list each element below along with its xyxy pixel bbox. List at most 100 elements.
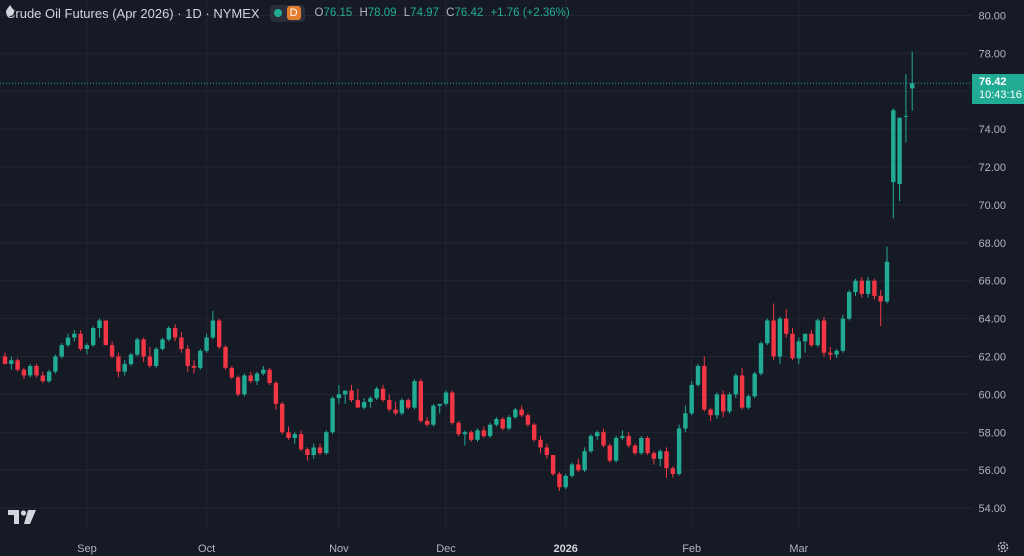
candle[interactable]: [891, 108, 896, 219]
candle[interactable]: [261, 365, 266, 376]
candle[interactable]: [702, 356, 707, 412]
candle[interactable]: [147, 347, 153, 368]
candle[interactable]: [2, 352, 8, 365]
candle[interactable]: [298, 430, 304, 452]
candle[interactable]: [721, 390, 726, 418]
candle[interactable]: [658, 449, 663, 467]
candle[interactable]: [576, 458, 581, 473]
candle[interactable]: [46, 369, 52, 384]
candle[interactable]: [349, 384, 354, 402]
candle[interactable]: [802, 333, 808, 353]
candle[interactable]: [324, 430, 329, 456]
candle[interactable]: [204, 333, 209, 353]
candle[interactable]: [223, 345, 228, 370]
candle[interactable]: [809, 329, 814, 348]
candle[interactable]: [840, 314, 846, 353]
candle[interactable]: [72, 329, 77, 342]
candle[interactable]: [487, 422, 493, 438]
candle[interactable]: [910, 51, 915, 111]
candle[interactable]: [317, 443, 323, 456]
candle[interactable]: [853, 278, 858, 296]
candle[interactable]: [103, 320, 108, 346]
candle[interactable]: [500, 417, 505, 431]
candle[interactable]: [242, 373, 247, 397]
candle[interactable]: [418, 379, 423, 423]
candle[interactable]: [424, 417, 430, 427]
candle[interactable]: [739, 367, 745, 410]
candle[interactable]: [746, 394, 751, 410]
candle[interactable]: [53, 354, 58, 374]
candle[interactable]: [191, 360, 197, 374]
candle[interactable]: [21, 367, 27, 380]
candle[interactable]: [34, 364, 39, 378]
candle[interactable]: [109, 341, 115, 359]
candle[interactable]: [59, 343, 64, 359]
candle[interactable]: [897, 117, 902, 202]
candle[interactable]: [821, 316, 827, 357]
candle[interactable]: [122, 360, 127, 376]
candle[interactable]: [154, 347, 159, 368]
candle[interactable]: [513, 407, 518, 420]
candle[interactable]: [235, 375, 241, 397]
candle[interactable]: [311, 443, 316, 459]
candle[interactable]: [765, 318, 770, 346]
candle[interactable]: [292, 432, 297, 444]
candle[interactable]: [884, 246, 890, 304]
candle[interactable]: [532, 422, 537, 442]
candle[interactable]: [872, 278, 877, 300]
candle[interactable]: [689, 381, 694, 416]
candle[interactable]: [273, 381, 279, 410]
candle[interactable]: [135, 337, 140, 357]
candle[interactable]: [714, 392, 720, 420]
candle[interactable]: [538, 436, 543, 454]
candle[interactable]: [179, 331, 184, 353]
candle[interactable]: [865, 276, 871, 298]
candle[interactable]: [65, 333, 71, 348]
candle[interactable]: [343, 390, 348, 404]
candle[interactable]: [670, 466, 675, 478]
candle[interactable]: [664, 447, 669, 478]
candle[interactable]: [607, 443, 612, 463]
candle[interactable]: [544, 443, 549, 459]
candle[interactable]: [443, 390, 449, 406]
candle[interactable]: [305, 447, 310, 461]
candle[interactable]: [229, 365, 234, 380]
candle[interactable]: [727, 392, 732, 414]
candle[interactable]: [387, 394, 392, 412]
candle[interactable]: [626, 432, 631, 448]
candle[interactable]: [557, 472, 562, 492]
candle[interactable]: [9, 356, 14, 370]
candle[interactable]: [141, 337, 146, 363]
candle[interactable]: [758, 341, 764, 376]
candle[interactable]: [475, 428, 480, 442]
candle[interactable]: [525, 413, 531, 427]
candle[interactable]: [97, 318, 102, 338]
candle[interactable]: [752, 371, 757, 399]
candle[interactable]: [859, 276, 864, 298]
candle[interactable]: [336, 384, 342, 404]
candle[interactable]: [683, 405, 688, 433]
candle[interactable]: [166, 326, 171, 342]
candle[interactable]: [456, 420, 461, 437]
candle[interactable]: [380, 384, 386, 402]
candle[interactable]: [361, 398, 367, 410]
candle[interactable]: [494, 417, 499, 427]
candle[interactable]: [406, 398, 411, 410]
candle[interactable]: [116, 352, 121, 378]
candle[interactable]: [330, 396, 335, 435]
candle[interactable]: [160, 337, 165, 351]
candle[interactable]: [834, 348, 839, 359]
candle[interactable]: [248, 371, 253, 384]
candle[interactable]: [708, 407, 713, 421]
candle[interactable]: [368, 396, 373, 408]
candle[interactable]: [374, 386, 379, 401]
candle[interactable]: [185, 345, 190, 372]
candle[interactable]: [582, 447, 587, 473]
candle[interactable]: [903, 74, 909, 143]
candle[interactable]: [128, 352, 134, 366]
candle[interactable]: [733, 373, 738, 399]
candle[interactable]: [563, 473, 568, 490]
candle[interactable]: [210, 311, 216, 340]
tradingview-logo-icon[interactable]: [8, 510, 36, 524]
candle[interactable]: [601, 428, 606, 448]
